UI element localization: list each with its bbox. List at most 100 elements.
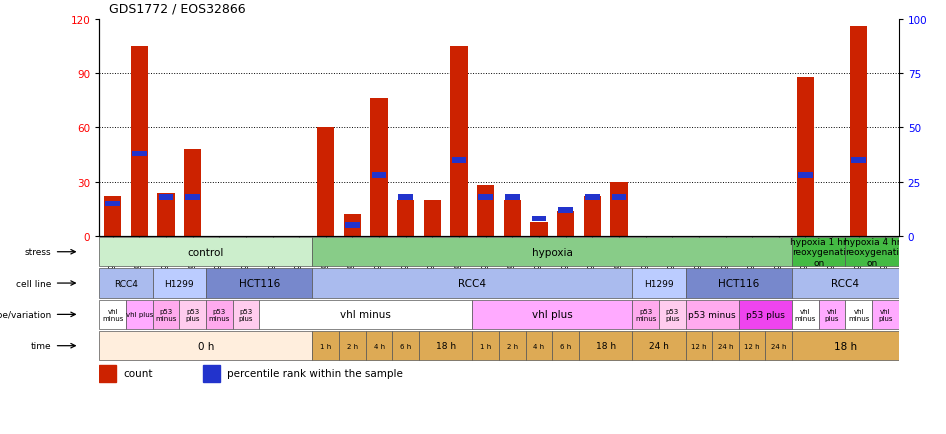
Text: 18 h: 18 h [833, 341, 857, 351]
Text: 2 h: 2 h [347, 343, 358, 349]
Text: stress: stress [25, 248, 52, 256]
Bar [152, 300, 180, 329]
Bar [579, 331, 632, 361]
Text: p53
minus: p53 minus [208, 308, 230, 321]
Bar [424, 201, 441, 237]
Text: p53
plus: p53 plus [238, 308, 254, 321]
Text: hypoxia 1 hr
reoxygenati
on: hypoxia 1 hr reoxygenati on [791, 237, 847, 267]
Bar [632, 331, 686, 361]
Bar [233, 300, 259, 329]
Bar [818, 300, 846, 329]
Bar [632, 300, 658, 329]
Text: 24 h: 24 h [649, 342, 669, 350]
Bar [792, 331, 899, 361]
Text: RCC4: RCC4 [459, 279, 486, 288]
Bar [159, 195, 173, 200]
Bar [472, 300, 632, 329]
Bar [259, 300, 472, 329]
Text: p53
minus: p53 minus [155, 308, 177, 321]
Bar [686, 300, 739, 329]
Bar [505, 195, 519, 200]
Bar [206, 300, 233, 329]
Text: hypoxia 4 hr
reoxygenati
on: hypoxia 4 hr reoxygenati on [844, 237, 901, 267]
Bar [345, 223, 359, 228]
Bar [312, 331, 339, 361]
Text: time: time [31, 342, 52, 350]
Bar [846, 300, 872, 329]
Bar [99, 365, 115, 382]
Text: H1299: H1299 [165, 279, 194, 288]
Text: vhl plus: vhl plus [532, 310, 572, 319]
Bar [792, 237, 846, 267]
Bar [739, 331, 765, 361]
Text: p53 plus: p53 plus [746, 310, 785, 319]
Bar [658, 300, 686, 329]
Bar [712, 331, 739, 361]
Bar [526, 331, 552, 361]
Text: 1 h: 1 h [320, 343, 331, 349]
Text: count: count [123, 368, 152, 378]
Bar [765, 331, 792, 361]
Bar [532, 217, 547, 222]
Bar [185, 195, 200, 200]
Bar [105, 201, 120, 207]
Bar [557, 211, 574, 237]
Bar [99, 331, 312, 361]
Bar [371, 99, 388, 237]
Text: p53
plus: p53 plus [665, 308, 679, 321]
Bar [585, 195, 600, 200]
Text: GDS1772 / EOS32866: GDS1772 / EOS32866 [109, 2, 245, 15]
Bar [393, 331, 419, 361]
Bar [157, 193, 175, 237]
Bar [450, 46, 467, 237]
Text: percentile rank within the sample: percentile rank within the sample [227, 368, 403, 378]
Text: 6 h: 6 h [560, 343, 571, 349]
Text: 12 h: 12 h [691, 343, 707, 349]
Bar [131, 151, 147, 157]
Bar [398, 195, 413, 200]
Bar [451, 158, 466, 163]
Bar [632, 269, 686, 298]
Bar [312, 237, 792, 267]
Text: 18 h: 18 h [436, 342, 456, 350]
Bar [792, 269, 899, 298]
Text: 6 h: 6 h [400, 343, 412, 349]
Text: genotype/variation: genotype/variation [0, 310, 52, 319]
Bar [686, 269, 792, 298]
Text: RCC4: RCC4 [832, 279, 859, 288]
Bar [558, 208, 573, 213]
Text: HCT116: HCT116 [718, 279, 760, 288]
Text: 2 h: 2 h [507, 343, 517, 349]
Bar [312, 269, 632, 298]
Text: 1 h: 1 h [480, 343, 491, 349]
Bar [206, 269, 312, 298]
Bar [584, 197, 601, 237]
Bar [99, 269, 152, 298]
Text: vhl
minus: vhl minus [848, 308, 869, 321]
Text: p53
plus: p53 plus [185, 308, 200, 321]
Text: 18 h: 18 h [596, 342, 616, 350]
Bar [611, 195, 626, 200]
Bar [131, 46, 148, 237]
Text: vhl plus: vhl plus [126, 312, 153, 318]
Bar [343, 215, 361, 237]
Bar [472, 331, 499, 361]
Text: vhl minus: vhl minus [341, 310, 392, 319]
Bar [531, 222, 548, 237]
Text: vhl
minus: vhl minus [102, 308, 123, 321]
Bar [339, 331, 366, 361]
Text: vhl
plus: vhl plus [878, 308, 893, 321]
Bar [184, 150, 201, 237]
Bar [397, 201, 414, 237]
Bar [503, 201, 521, 237]
Text: cell line: cell line [16, 279, 52, 288]
Bar [850, 27, 867, 237]
Bar [126, 300, 152, 329]
Bar [479, 195, 493, 200]
Text: 24 h: 24 h [771, 343, 786, 349]
Bar [872, 300, 899, 329]
Bar [851, 158, 867, 163]
Bar [366, 331, 393, 361]
Text: p53 minus: p53 minus [689, 310, 736, 319]
Bar [552, 331, 579, 361]
